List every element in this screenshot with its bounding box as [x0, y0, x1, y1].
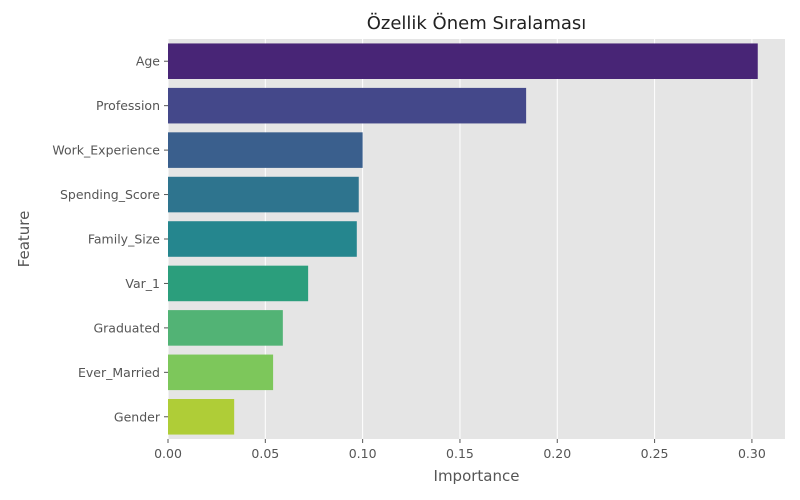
bar-ever-married: [168, 354, 274, 391]
y-tick-label: Profession: [96, 98, 160, 113]
x-tick-label: 0.30: [738, 446, 766, 461]
bar-var-1: [168, 265, 309, 302]
y-tick-label: Gender: [114, 409, 161, 424]
chart-title: Özellik Önem Sıralaması: [367, 12, 587, 34]
y-tick-label: Work_Experience: [52, 143, 160, 158]
x-tick-label: 0.25: [641, 446, 669, 461]
y-tick-label: Ever_Married: [78, 365, 160, 380]
bar-profession: [168, 87, 527, 124]
x-tick-label: 0.10: [349, 446, 377, 461]
y-tick-label: Var_1: [125, 276, 160, 291]
x-axis-label: Importance: [434, 467, 520, 485]
y-tick-label: Graduated: [93, 320, 160, 335]
x-tick-label: 0.05: [251, 446, 279, 461]
y-tick-label: Age: [136, 54, 160, 69]
tick-labels: 0.00 0.05 0.10 0.15 0.20 0.25 0.30 Age Professio…: [52, 54, 765, 461]
x-tick-label: 0.15: [446, 446, 474, 461]
x-tick-label: 0.20: [543, 446, 571, 461]
y-axis-label: Feature: [15, 211, 33, 268]
bar-age: [168, 43, 758, 79]
bar-work-experience: [168, 132, 363, 168]
bar-gender: [168, 399, 235, 435]
x-tick-label: 0.00: [154, 446, 182, 461]
bar-graduated: [168, 310, 283, 346]
y-tick-label: Spending_Score: [60, 187, 160, 202]
y-tick-label: Family_Size: [88, 232, 160, 247]
bar-family-size: [168, 221, 357, 257]
bar-spending-score: [168, 176, 359, 213]
bars: [168, 43, 758, 435]
